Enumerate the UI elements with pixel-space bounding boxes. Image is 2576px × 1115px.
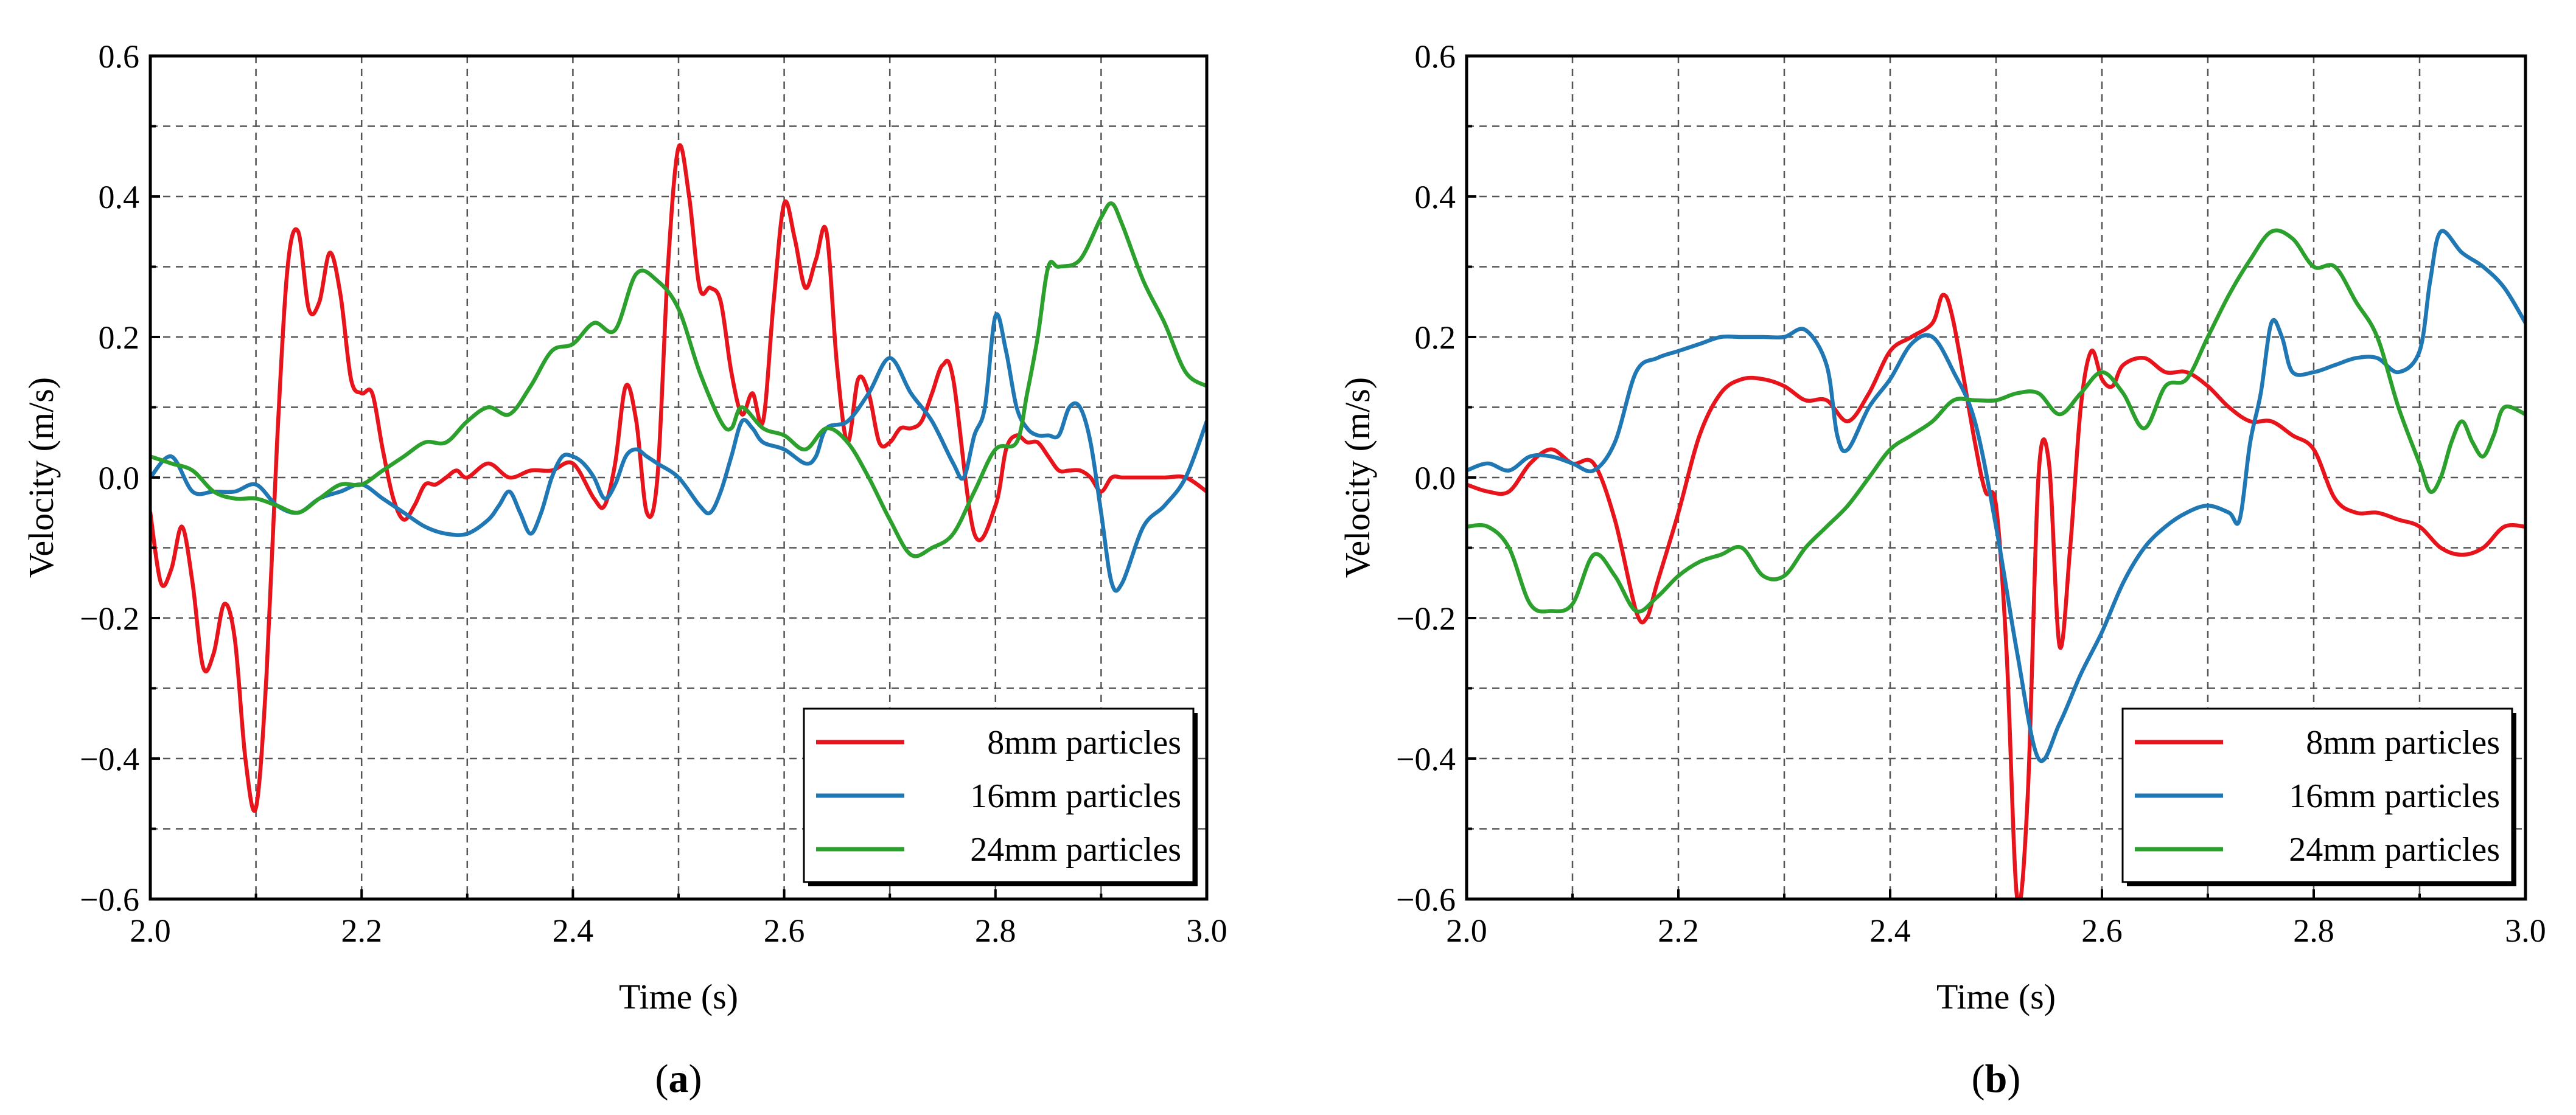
x-tick-label: 2.8 bbox=[2293, 912, 2334, 949]
y-tick-label: 0.2 bbox=[99, 319, 140, 356]
x-tick-label: 2.2 bbox=[341, 912, 382, 949]
legend-label: 24mm particles bbox=[2289, 831, 2500, 869]
y-tick-label: −0.2 bbox=[1396, 600, 1456, 637]
x-axis-title: Time (s) bbox=[619, 977, 738, 1016]
y-tick-label: 0.4 bbox=[99, 179, 140, 215]
x-tick-label: 2.4 bbox=[553, 912, 594, 949]
x-axis-title: Time (s) bbox=[1936, 977, 2056, 1016]
legend-label: 8mm particles bbox=[2306, 724, 2500, 762]
y-tick-label: −0.2 bbox=[80, 600, 139, 637]
x-tick-label: 2.2 bbox=[1658, 912, 1699, 949]
x-tick-label: 3.0 bbox=[2505, 912, 2546, 949]
legend-label: 8mm particles bbox=[987, 724, 1181, 762]
x-tick-label: 2.8 bbox=[975, 912, 1016, 949]
y-axis-title: Velocity (m/s) bbox=[21, 377, 61, 578]
y-axis-title: Velocity (m/s) bbox=[1338, 377, 1377, 578]
y-tick-label: 0.2 bbox=[1415, 319, 1456, 356]
y-tick-label: −0.6 bbox=[1396, 881, 1456, 918]
y-tick-label: 0.6 bbox=[1415, 38, 1456, 75]
y-tick-label: 0.0 bbox=[1415, 460, 1456, 496]
legend-label: 24mm particles bbox=[970, 831, 1181, 869]
series-line-16mm-particles bbox=[150, 312, 1207, 593]
legend-label: 16mm particles bbox=[970, 777, 1181, 815]
series-group bbox=[150, 143, 1207, 813]
panel-caption: (a) bbox=[655, 1057, 702, 1101]
panel-b: 2.0 2.2 2.4 2.6 2.8 3.0 −0.6 −0.4 −0.2 0.0 0.2 0.4 0… bbox=[1338, 38, 2546, 1101]
series-line-8mm-particles bbox=[150, 143, 1207, 813]
series-line-24mm-particles bbox=[1467, 228, 2525, 614]
x-tick-label: 2.6 bbox=[764, 912, 805, 949]
y-tick-label: −0.4 bbox=[1396, 741, 1456, 777]
x-tick-label: 2.0 bbox=[130, 912, 171, 949]
panel-a: 2.0 2.2 2.4 2.6 2.8 3.0 −0.6 −0.4 −0.2 0.0 0.2 0.4 0… bbox=[21, 38, 1227, 1101]
x-tick-label: 2.0 bbox=[1446, 912, 1487, 949]
y-tick-label: 0.4 bbox=[1415, 179, 1456, 215]
legend: 8mm particles 16mm particles 24mm particle… bbox=[803, 707, 1198, 886]
y-tick-label: 0.6 bbox=[99, 38, 140, 75]
legend: 8mm particles 16mm particles 24mm particle… bbox=[2121, 707, 2516, 886]
panel-caption: (b) bbox=[1972, 1057, 2021, 1101]
y-tick-label: −0.6 bbox=[80, 881, 139, 918]
y-tick-label: −0.4 bbox=[80, 741, 139, 777]
y-tick-label: 0.0 bbox=[99, 460, 140, 496]
legend-label: 16mm particles bbox=[2289, 777, 2500, 815]
x-tick-label: 2.6 bbox=[2081, 912, 2123, 949]
x-tick-label: 3.0 bbox=[1186, 912, 1227, 949]
series-line-24mm-particles bbox=[150, 201, 1207, 558]
x-tick-label: 2.4 bbox=[1869, 912, 1911, 949]
series-line-16mm-particles bbox=[1467, 229, 2525, 763]
